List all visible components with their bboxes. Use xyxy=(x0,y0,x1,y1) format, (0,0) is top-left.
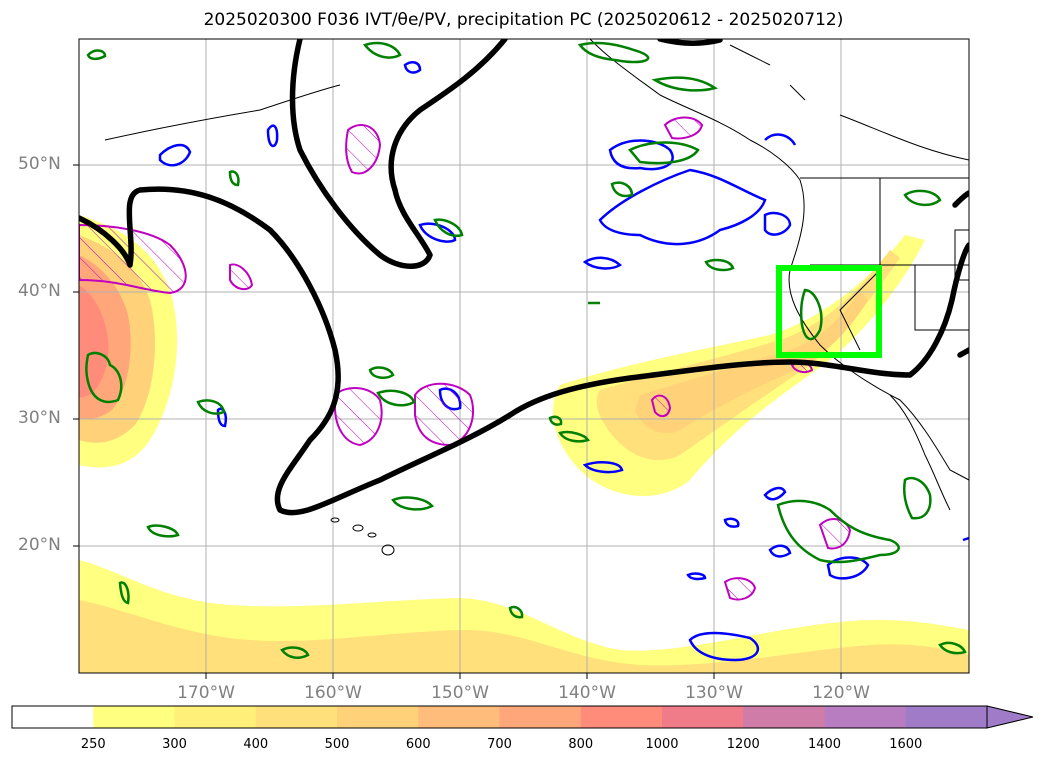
colorbar-label: 400 xyxy=(243,737,269,752)
lon-label-140w: 140°W xyxy=(558,683,616,703)
colorbar-label: 1600 xyxy=(889,737,923,752)
lat-label-50: 50°N xyxy=(18,154,61,174)
map-title: 2025020300 F036 IVT/θe/PV, precipitation… xyxy=(203,10,844,30)
coastlines xyxy=(104,39,969,511)
axis-ticks xyxy=(73,164,842,679)
colorbar-label: 500 xyxy=(324,737,350,752)
lat-label-20: 20°N xyxy=(18,535,61,555)
lon-label-150w: 150°W xyxy=(431,683,489,703)
colorbar-label: 600 xyxy=(405,737,431,752)
lon-label-170w: 170°W xyxy=(177,683,235,703)
lat-label-30: 30°N xyxy=(18,408,61,428)
lon-label-130w: 130°W xyxy=(685,683,743,703)
lon-label-120w: 120°W xyxy=(812,683,870,703)
colorbar-label: 700 xyxy=(487,737,512,752)
lon-label-160w: 160°W xyxy=(304,683,362,703)
lat-label-40: 40°N xyxy=(18,281,61,301)
graticule xyxy=(79,39,969,673)
colorbar-label: 1200 xyxy=(726,737,760,752)
colorbar-label: 1400 xyxy=(807,737,842,752)
target-region-box xyxy=(776,265,882,358)
colorbar-label: 1000 xyxy=(645,737,679,752)
colorbar-label: 800 xyxy=(568,737,594,752)
green-contours xyxy=(85,41,967,659)
colorbar-label: 300 xyxy=(162,737,187,752)
map-frame xyxy=(78,38,970,674)
hawaii-islands xyxy=(330,517,395,556)
magenta-contours xyxy=(79,116,852,601)
colorbar-label: 250 xyxy=(80,737,106,752)
thetae-contours xyxy=(79,39,969,516)
